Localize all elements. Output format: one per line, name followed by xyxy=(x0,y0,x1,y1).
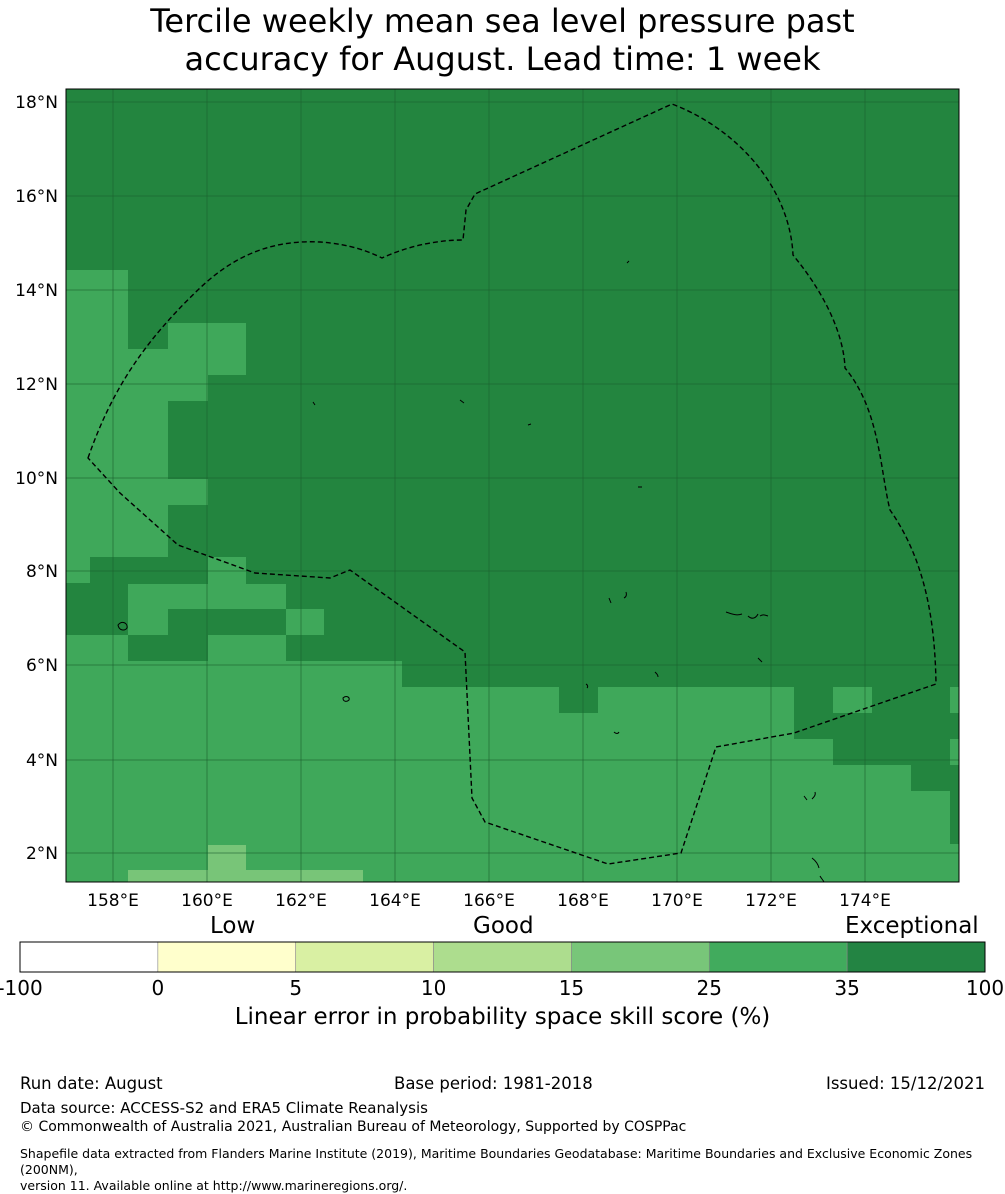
lon-tick-label: 174°E xyxy=(839,891,891,911)
category-low: Low xyxy=(210,913,256,939)
lon-tick-label: 162°E xyxy=(275,891,327,911)
base-period: Base period: 1981-2018 xyxy=(394,1074,593,1093)
data-source: Data source: ACCESS-S2 and ERA5 Climate … xyxy=(20,1099,428,1117)
skill-region-mid-south xyxy=(66,557,959,882)
skill-region-mid-east-edge2 xyxy=(950,739,959,765)
colorbar: -100 0 5 10 15 25 35 100 xyxy=(0,941,1004,1000)
lat-tick-label: 4°N xyxy=(26,751,58,771)
issued-date: Issued: 15/12/2021 xyxy=(825,1074,985,1093)
skill-cells xyxy=(66,270,959,882)
skill-region-mid-east xyxy=(833,687,872,713)
skill-region-mid-east-edge xyxy=(950,687,959,713)
lat-tick-label: 16°N xyxy=(15,187,58,207)
lat-tick-label: 12°N xyxy=(15,375,58,395)
colorbar-tick-label: 25 xyxy=(697,976,722,1000)
skill-region-dark-patch-1 xyxy=(128,635,208,661)
colorbar-tick-label: 10 xyxy=(421,976,446,1000)
lat-tick-label: 10°N xyxy=(15,469,58,489)
skill-region-light-1 xyxy=(128,845,363,882)
colorbar-segment xyxy=(846,941,986,973)
category-exceptional: Exceptional xyxy=(845,913,979,939)
island-coastlines xyxy=(117,260,825,882)
colorbar-tick-label: -100 xyxy=(0,976,43,1000)
lat-tick-label: 6°N xyxy=(26,656,58,676)
lat-tick-label: 18°N xyxy=(15,93,58,113)
lon-tick-label: 172°E xyxy=(745,891,797,911)
colorbar-tick-labels: -100 0 5 10 15 25 35 100 xyxy=(0,976,1004,1000)
colorbar-tick-label: 15 xyxy=(559,976,584,1000)
longitude-labels: 158°E 160°E 162°E 164°E 166°E 168°E 170°E 172°E… xyxy=(87,891,891,911)
shapefile-credit-line-1: Shapefile data extracted from Flanders M… xyxy=(20,1146,973,1177)
colorbar-segment xyxy=(295,941,434,973)
map-frame xyxy=(65,88,960,883)
lon-tick-label: 160°E xyxy=(181,891,233,911)
colorbar-title: Linear error in probability space skill … xyxy=(234,1004,771,1030)
run-date: Run date: August xyxy=(20,1074,163,1093)
skill-region-dark-patch-2 xyxy=(168,609,286,635)
skill-map: 18°N 16°N 14°N 12°N 10°N 8°N 6°N 4°N 2°N 158°E 16… xyxy=(15,88,960,911)
latitude-labels: 18°N 16°N 14°N 12°N 10°N 8°N 6°N 4°N 2°N xyxy=(15,93,58,864)
graticule xyxy=(66,89,959,882)
shapefile-credit: Shapefile data extracted from Flanders M… xyxy=(20,1146,1005,1194)
copyright-notice: © Commonwealth of Australia 2021, Austra… xyxy=(20,1119,687,1135)
lat-tick-label: 2°N xyxy=(26,844,58,864)
lat-tick-label: 8°N xyxy=(26,562,58,582)
colorbar-segments xyxy=(19,941,986,973)
colorbar-tick-label: 35 xyxy=(834,976,859,1000)
colorbar-segment xyxy=(433,941,572,973)
colorbar-tick-label: 5 xyxy=(289,976,302,1000)
title-line-2: accuracy for August. Lead time: 1 week xyxy=(184,40,821,78)
colorbar-segment xyxy=(19,941,159,973)
colorbar-tick-label: 0 xyxy=(151,976,164,1000)
colorbar-segment xyxy=(571,941,710,973)
map-title: Tercile weekly mean sea level pressure p… xyxy=(0,2,1005,78)
colorbar-segment xyxy=(708,941,848,973)
category-good: Good xyxy=(473,913,534,939)
colorbar-frame xyxy=(19,941,986,973)
lon-tick-label: 164°E xyxy=(369,891,421,911)
shapefile-credit-line-2: version 11. Available online at http://w… xyxy=(20,1178,408,1193)
colorbar-tick-label: 100 xyxy=(966,976,1004,1000)
lat-tick-label: 14°N xyxy=(15,281,58,301)
colorbar-segment xyxy=(157,941,297,973)
lon-tick-label: 168°E xyxy=(557,891,609,911)
title-line-1: Tercile weekly mean sea level pressure p… xyxy=(150,2,855,40)
skill-region-mid-west xyxy=(66,270,246,583)
lon-tick-label: 170°E xyxy=(651,891,703,911)
lon-tick-label: 166°E xyxy=(463,891,515,911)
lon-tick-label: 158°E xyxy=(87,891,139,911)
